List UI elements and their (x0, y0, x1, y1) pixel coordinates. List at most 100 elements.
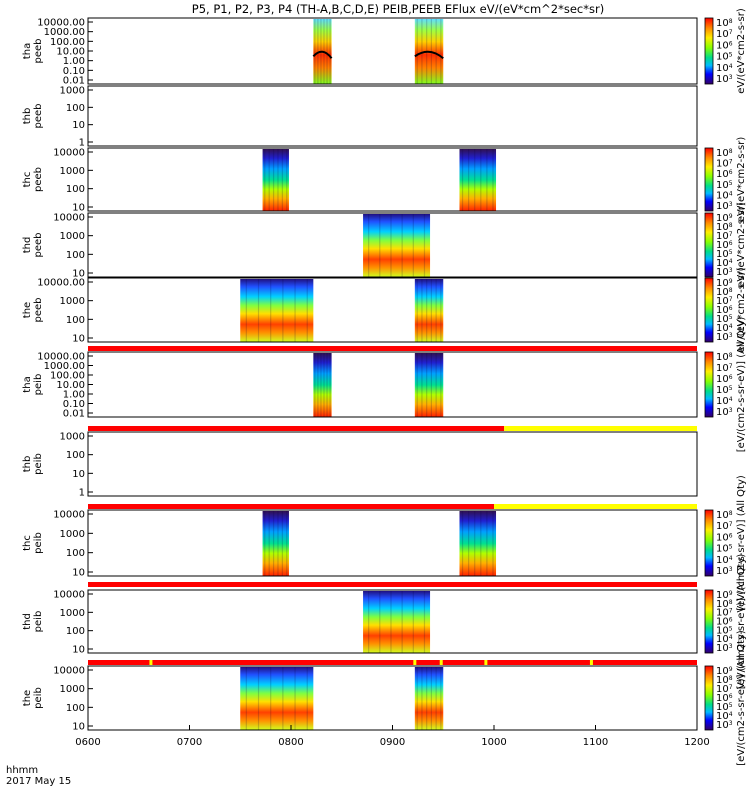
spectrogram-block (262, 511, 289, 576)
panel-label: the (22, 690, 33, 706)
colorbar-tick-exponent: 5 (729, 52, 733, 59)
x-tick-label: 1000 (481, 737, 506, 748)
date-label: 2017 May 15 (6, 776, 71, 787)
colorbar-tick-exponent: 4 (729, 63, 733, 70)
colorbar-tick-label: 103 (716, 74, 733, 85)
y-tick-label: 100 (66, 250, 85, 261)
panel-label: thd (22, 237, 33, 254)
quality-flag-mark (484, 660, 488, 665)
spectrogram-block (363, 214, 431, 277)
y-tick-label: 0.10 (63, 399, 85, 410)
colorbar-tick-label: 108 (716, 599, 733, 610)
panel-label: the (22, 302, 33, 318)
figure-title: P5, P1, P2, P3, P4 (TH-A,B,C,D,E) PEIB,P… (192, 2, 604, 16)
colorbar-tick-exponent: 7 (729, 608, 733, 615)
colorbar-tick-exponent: 4 (729, 258, 733, 265)
colorbar-tick-exponent: 5 (729, 625, 733, 632)
colorbar-tick-exponent: 7 (729, 231, 733, 238)
colorbar-tick-label: 107 (716, 231, 733, 242)
colorbar-tick-exponent: 8 (729, 222, 733, 229)
panel-frame (87, 431, 698, 497)
y-tick-label: 100 (66, 450, 85, 461)
y-tick-label: 0.10 (63, 66, 85, 77)
panel-frame (87, 277, 698, 343)
quality-flag-bar (88, 582, 697, 587)
colorbar-tick-label: 105 (716, 702, 733, 713)
spectrogram-block (459, 149, 497, 211)
colorbar-tick-label: 103 (716, 643, 733, 654)
colorbar-tick-label: 105 (716, 625, 733, 636)
colorbar-tick-label: 108 (716, 222, 733, 233)
y-tick-label: 1000.00 (44, 27, 85, 38)
colorbar-tick-exponent: 7 (729, 521, 733, 528)
spectrogram-block (240, 667, 314, 730)
y-tick-label: 1000 (60, 432, 85, 443)
colorbar-label: eV/(eV*cm2-s-sr) (736, 8, 747, 94)
colorbar-tick-label: 103 (716, 201, 733, 212)
y-tick-label: 100 (66, 626, 85, 637)
y-tick-label: 10000 (53, 148, 85, 159)
colorbar-tick-exponent: 8 (729, 675, 733, 682)
colorbar-tick-label: 105 (716, 249, 733, 260)
colorbar-label: [eV/(cm2-s-sr-eV)] (All Qty) (736, 630, 747, 766)
colorbar-tick-label: 106 (716, 617, 733, 628)
colorbar (704, 212, 714, 278)
panel-label: peib (33, 687, 44, 709)
colorbar-tick-label: 109 (716, 666, 733, 677)
panel-label: peib (33, 611, 44, 633)
quality-flag-mark (149, 660, 153, 665)
colorbar-tick-exponent: 8 (729, 287, 733, 294)
colorbar-tick-exponent: 7 (729, 159, 733, 166)
spectrogram-block (313, 353, 332, 417)
colorbar-tick-exponent: 8 (729, 599, 733, 606)
colorbar-tick-label: 108 (716, 510, 733, 521)
panel-thb-peeb: 1000 100 10 1 thb peeb (22, 85, 698, 149)
colorbar-tick-label: 103 (716, 332, 733, 343)
quality-flag-mark (439, 660, 443, 665)
quality-flag-bar (88, 346, 697, 351)
y-tick-label: 10 (72, 203, 85, 214)
colorbar-tick-label: 107 (716, 363, 733, 374)
panel-frame (87, 509, 698, 577)
quality-flag-bar (88, 426, 505, 431)
colorbar-tick-exponent: 8 (729, 148, 733, 155)
panel-label: thb (22, 108, 33, 125)
colorbar-tick-label: 104 (716, 323, 733, 334)
colorbar-tick-exponent: 6 (729, 532, 733, 539)
colorbar-tick-label: 106 (716, 169, 733, 180)
colorbar-tick-label: 106 (716, 693, 733, 704)
colorbar-tick-exponent: 5 (729, 544, 733, 551)
quality-flag-bar (494, 504, 697, 509)
colorbar-tick-label: 104 (716, 634, 733, 645)
colorbar-tick-exponent: 6 (729, 240, 733, 247)
y-tick-label: 1000 (60, 529, 85, 540)
colorbar-tick-label: 106 (716, 305, 733, 316)
colorbar-tick-label: 107 (716, 29, 733, 40)
y-tick-label: 1000 (60, 231, 85, 242)
y-tick-label: 1.00 (63, 390, 85, 401)
spectrogram-block (363, 591, 431, 653)
y-tick-label: 1 (79, 138, 85, 149)
panel-label: peeb (33, 39, 44, 64)
y-tick-label: 0.01 (63, 409, 85, 420)
x-tick-label: 0800 (278, 737, 303, 748)
colorbar-tick-label: 104 (716, 63, 733, 74)
panel-label: peeb (33, 298, 44, 323)
colorbar (704, 17, 714, 85)
colorbar-tick-exponent: 7 (729, 296, 733, 303)
colorbar-tick-exponent: 3 (729, 332, 733, 339)
colorbar-tick-label: 108 (716, 675, 733, 686)
colorbar-tick-label: 107 (716, 521, 733, 532)
y-tick-label: 100.00 (50, 371, 85, 382)
colorbar-tick-label: 104 (716, 396, 733, 407)
colorbar-tick-label: 109 (716, 278, 733, 289)
panel-label: peib (33, 374, 44, 396)
colorbar-tick-label: 108 (716, 18, 733, 29)
colorbar (704, 509, 714, 577)
panel-label: peeb (33, 104, 44, 129)
y-tick-label: 1000 (60, 86, 85, 97)
